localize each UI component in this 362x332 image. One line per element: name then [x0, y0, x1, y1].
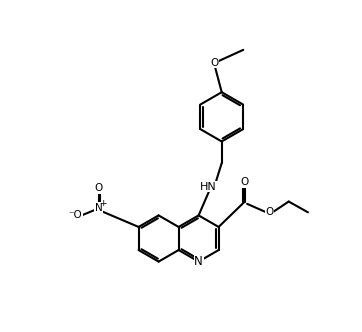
Text: N: N [194, 255, 203, 268]
Text: O: O [265, 207, 274, 217]
Text: O: O [211, 58, 219, 68]
Text: O: O [241, 177, 249, 187]
Text: O: O [94, 184, 103, 194]
Text: ⁻O: ⁻O [68, 210, 82, 220]
Text: N: N [94, 203, 102, 213]
Text: +: + [100, 199, 107, 208]
Text: HN: HN [200, 182, 217, 192]
